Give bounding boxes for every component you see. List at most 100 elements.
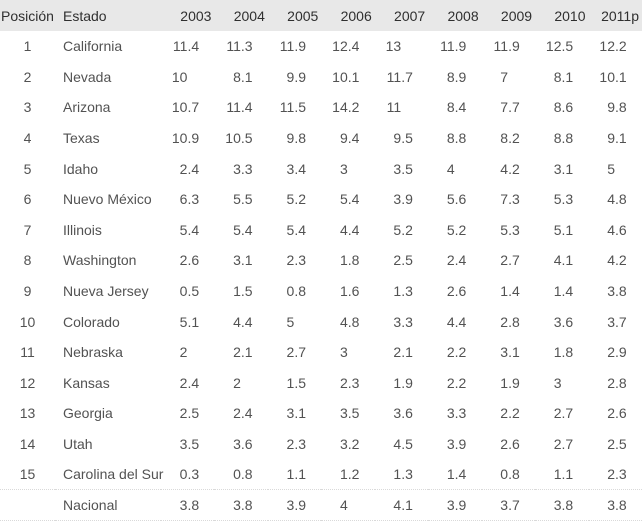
value-cell: 4.8 <box>321 306 374 337</box>
numeric-value: 2.5 <box>607 436 627 453</box>
value-cell: 9.9 <box>268 62 321 93</box>
value-cell: 3.8 <box>589 276 642 307</box>
numeric-value: 12.2 <box>599 38 627 55</box>
value-cell: 2.7 <box>535 429 588 460</box>
value-cell: 0.3 <box>161 459 214 490</box>
numeric-value: 4 <box>339 497 348 514</box>
numeric-value: 5.1 <box>179 313 200 330</box>
value-cell: 2.7 <box>482 245 535 276</box>
numeric-value: 1.4 <box>553 283 574 300</box>
position-cell: 13 <box>19 405 36 422</box>
value-cell: 1.5 <box>214 276 267 307</box>
value-cell: 2.8 <box>589 368 642 399</box>
numeric-value: 1.6 <box>339 283 360 300</box>
value-cell: 2.2 <box>482 398 535 429</box>
value-cell: 3.7 <box>482 490 535 521</box>
numeric-value: 2.7 <box>500 252 520 269</box>
value-cell: 3.8 <box>214 490 267 521</box>
table-body: 1 California 11.4 11.3 11.9 12.4 13 11.9 11.9 12.… <box>0 31 642 521</box>
numeric-value: 7.3 <box>500 191 520 208</box>
numeric-value: 3.6 <box>553 313 574 330</box>
state-cell: Texas <box>63 130 100 147</box>
numeric-value: 8.8 <box>446 130 467 147</box>
value-cell: 3.2 <box>321 429 374 460</box>
value-cell: 4.4 <box>214 306 267 337</box>
value-cell: 3 <box>321 337 374 368</box>
value-cell: 5.3 <box>535 184 588 215</box>
value-cell: 12.2 <box>589 31 642 62</box>
table-row: 10 Colorado 5.1 4.4 5 4.8 3.3 4.4 2.8 3.6 3.7 <box>0 306 642 337</box>
value-cell: 1.9 <box>375 368 428 399</box>
numeric-value: 0.3 <box>179 466 200 483</box>
state-cell: Georgia <box>63 405 113 422</box>
value-cell: 14.2 <box>321 92 374 123</box>
numeric-value: 4.4 <box>339 221 360 238</box>
value-cell: 3.9 <box>428 490 481 521</box>
numeric-value: 3 <box>339 344 348 361</box>
position-cell: 12 <box>19 374 36 391</box>
value-cell: 8.6 <box>535 92 588 123</box>
numeric-value: 2.6 <box>607 405 627 422</box>
value-cell: 4.1 <box>375 490 428 521</box>
numeric-value: 2.8 <box>607 374 627 391</box>
value-cell: 3.8 <box>535 490 588 521</box>
numeric-value: 1.3 <box>393 283 413 300</box>
table-row: 2 Nevada 10 8.1 9.9 10.1 11.7 8.9 7 8.1 10.1 <box>0 62 642 93</box>
value-cell: 3.5 <box>161 429 214 460</box>
numeric-value: 1.1 <box>286 466 306 483</box>
value-cell: 2.3 <box>268 429 321 460</box>
value-cell: 1.1 <box>535 459 588 490</box>
numeric-value: 5 <box>607 160 615 177</box>
numeric-value: 3.3 <box>393 313 413 330</box>
value-cell: 0.8 <box>482 459 535 490</box>
state-cell: Utah <box>63 436 93 453</box>
numeric-value: 2.3 <box>286 252 306 269</box>
numeric-value: 9.8 <box>607 99 627 116</box>
value-cell: 11.9 <box>482 31 535 62</box>
value-cell: 4.4 <box>428 306 481 337</box>
value-cell: 3.8 <box>161 490 214 521</box>
numeric-value: 1.2 <box>339 466 360 483</box>
numeric-value: 5.4 <box>339 191 360 208</box>
numeric-value: 3.9 <box>446 436 467 453</box>
numeric-value: 8.1 <box>233 68 253 85</box>
value-cell: 2.3 <box>268 245 321 276</box>
numeric-value: 8.8 <box>553 130 574 147</box>
value-cell: 3.3 <box>428 398 481 429</box>
numeric-value: 7 <box>500 68 509 85</box>
position-cell: 4 <box>23 130 32 147</box>
value-cell: 5.4 <box>161 215 214 246</box>
state-cell: Colorado <box>63 313 120 330</box>
value-cell: 2.4 <box>214 398 267 429</box>
value-cell: 2.3 <box>321 368 374 399</box>
numeric-value: 3 <box>553 374 562 391</box>
numeric-value: 4.4 <box>233 313 253 330</box>
value-cell: 2.1 <box>375 337 428 368</box>
numeric-value: 4.8 <box>339 313 360 330</box>
value-cell: 12.4 <box>321 31 374 62</box>
value-cell: 2.8 <box>482 306 535 337</box>
position-cell: 15 <box>19 466 36 483</box>
numeric-value: 4 <box>446 160 455 177</box>
value-cell: 4.2 <box>589 245 642 276</box>
numeric-value: 5.4 <box>233 221 253 238</box>
value-cell: 3 <box>321 153 374 184</box>
numeric-value: 1.5 <box>286 374 306 391</box>
value-cell: 3.7 <box>589 306 642 337</box>
state-cell: Nebraska <box>63 344 123 361</box>
table-row: 6 Nuevo México 6.3 5.5 5.2 5.4 3.9 5.6 7.3 5.3 4.8 <box>0 184 642 215</box>
state-cell: Nueva Jersey <box>63 283 149 300</box>
value-cell: 11 <box>375 92 428 123</box>
position-cell <box>0 490 55 521</box>
value-cell: 4 <box>321 490 374 521</box>
numeric-value: 11.4 <box>172 38 200 55</box>
numeric-value: 2.6 <box>500 436 520 453</box>
value-cell: 5.2 <box>428 215 481 246</box>
state-cell: California <box>63 38 123 55</box>
value-cell: 3.1 <box>214 245 267 276</box>
value-cell: 10.9 <box>161 123 214 154</box>
table-row: 9 Nueva Jersey 0.5 1.5 0.8 1.6 1.3 2.6 1.4 1.4 3.8 <box>0 276 642 307</box>
value-cell: 8.2 <box>482 123 535 154</box>
value-cell: 2.6 <box>589 398 642 429</box>
